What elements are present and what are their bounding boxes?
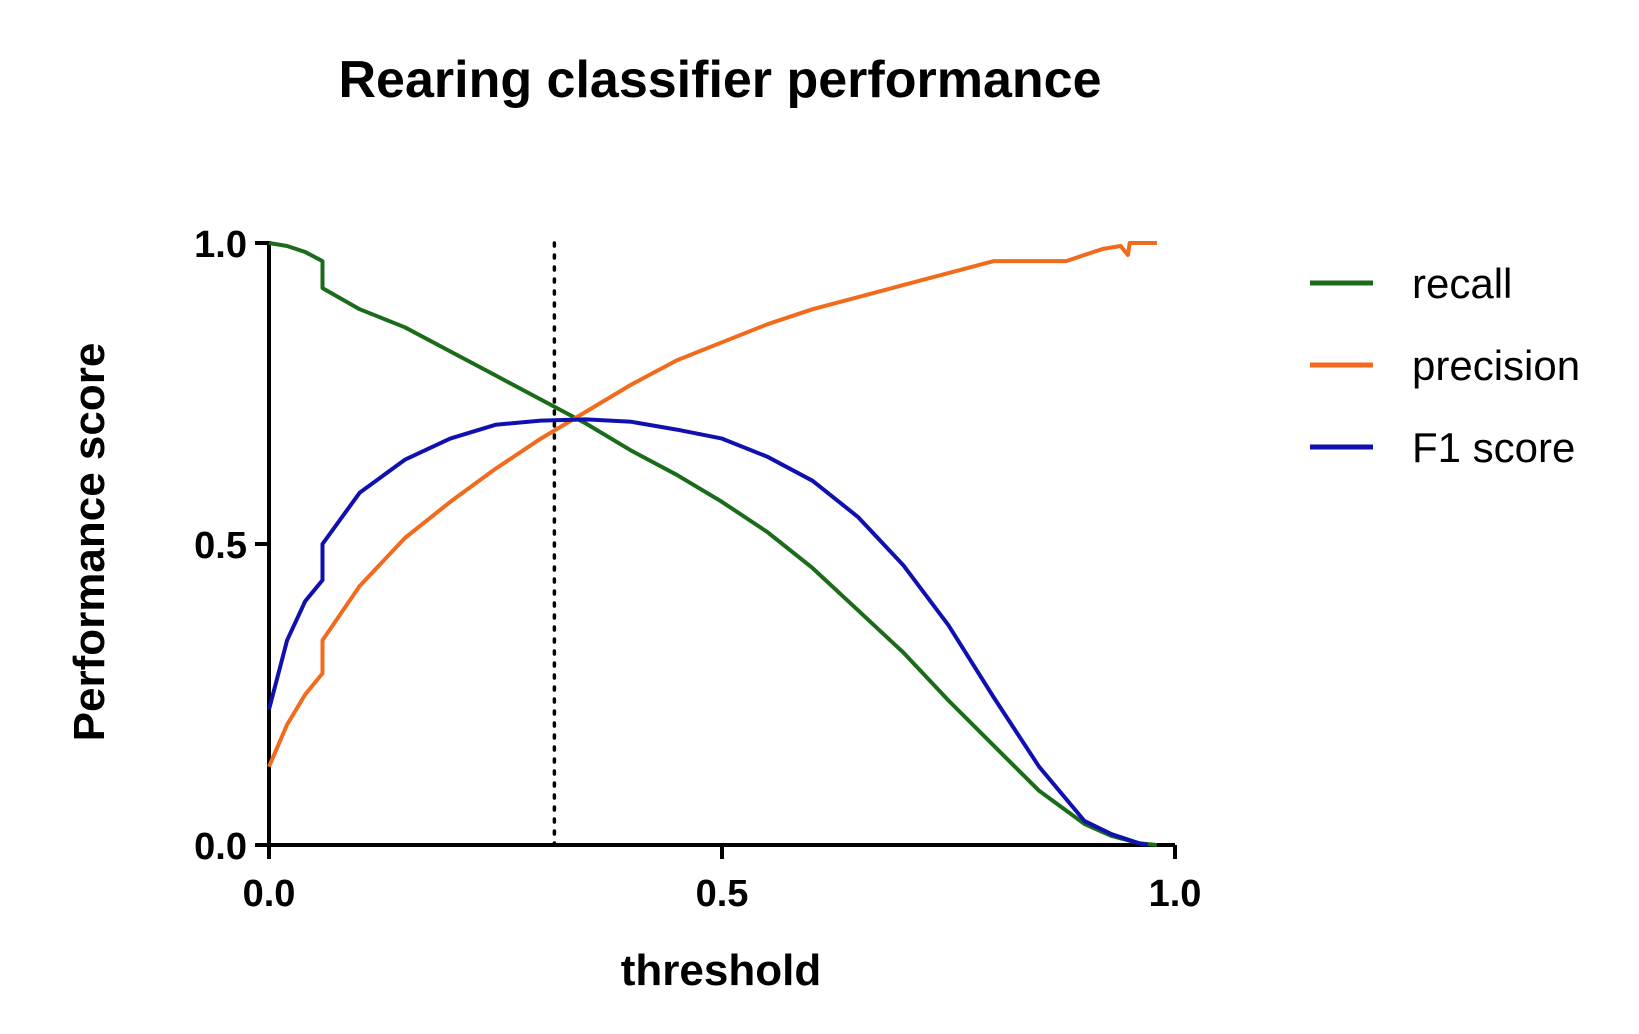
- x-tick-label: 0.5: [696, 873, 749, 915]
- y-tick-label: 0.0: [194, 826, 247, 868]
- x-tick-label: 1.0: [1149, 873, 1202, 915]
- axis-ticks: 0.0 0.5 1.0 0.0 0.5 1.0: [194, 224, 1201, 915]
- y-tick-label: 0.5: [194, 525, 247, 567]
- x-axis-label: threshold: [621, 946, 821, 995]
- legend-label-precision: precision: [1412, 342, 1580, 389]
- series-line-precision: [267, 241, 1157, 768]
- y-tick-label: 1.0: [194, 224, 247, 266]
- series-line-f1-score: [267, 417, 1149, 847]
- legend-label-f1-score: F1 score: [1412, 424, 1575, 471]
- legend-label-recall: recall: [1412, 260, 1512, 307]
- chart-title: Rearing classifier performance: [339, 51, 1102, 109]
- plot-area: 0.0 0.5 1.0 0.0 0.5 1.0: [194, 224, 1201, 915]
- legend: recall precision F1 score: [1310, 260, 1580, 471]
- series-group: [267, 241, 1158, 847]
- x-tick-label: 0.0: [243, 873, 296, 915]
- series-line-recall: [268, 241, 1158, 847]
- y-axis-label: Performance score: [65, 343, 114, 742]
